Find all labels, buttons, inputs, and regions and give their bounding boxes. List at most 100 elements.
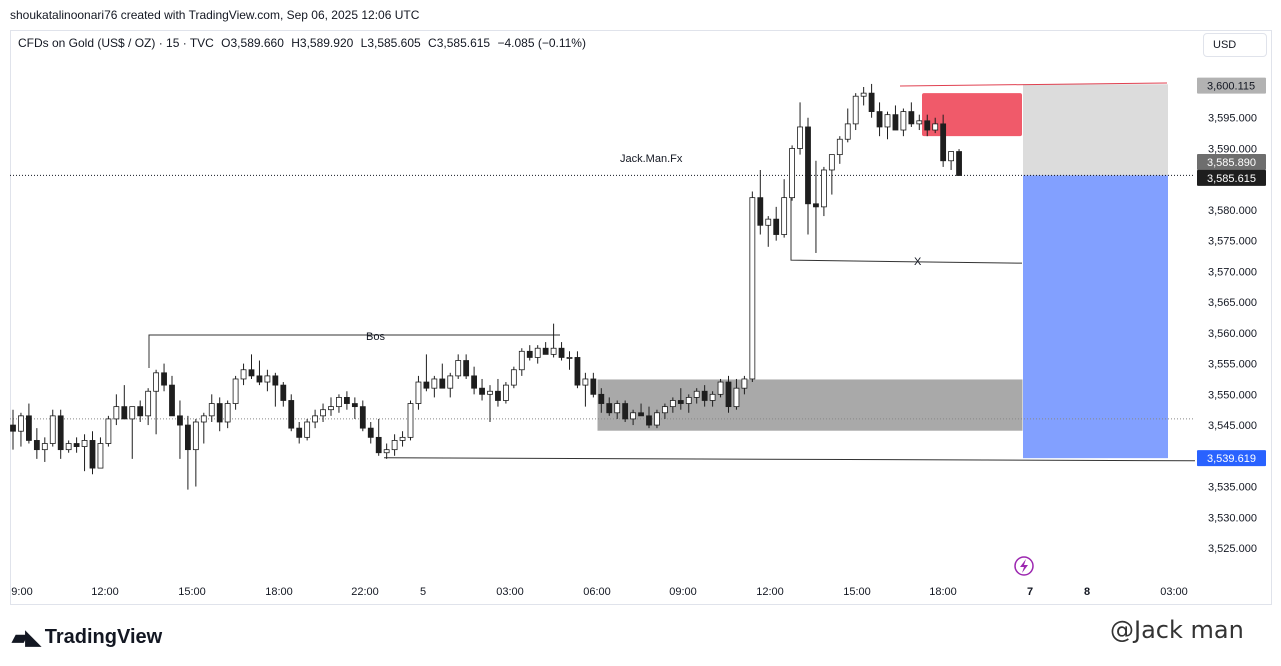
candle [256, 360, 263, 386]
tradingview-logo[interactable]: ▰◣ TradingView [12, 625, 162, 650]
x-tick-label: 06:00 [583, 586, 611, 598]
candle-body [89, 440, 96, 469]
candle-body [685, 397, 692, 404]
candle [638, 403, 644, 417]
candle-body [336, 397, 342, 408]
candle-body [693, 390, 700, 398]
candle-body [49, 415, 56, 444]
candle [288, 394, 295, 432]
candle-body [248, 369, 255, 377]
candle [646, 406, 652, 429]
candle [757, 169, 764, 235]
candle-body [574, 357, 581, 386]
candle-body [622, 403, 629, 420]
candle [542, 342, 549, 355]
candle [765, 216, 772, 247]
symbol-info-bar: CFDs on Gold (US$ / OZ) · 15 · TVC O3,58… [18, 36, 590, 50]
candle-body [677, 400, 684, 404]
high-value: H3,589.920 [291, 36, 354, 50]
candle-body [606, 403, 613, 414]
candle-body [654, 412, 660, 426]
candle [121, 385, 128, 420]
candle-body [797, 126, 803, 149]
candle-body [884, 114, 891, 128]
candle-body [121, 406, 128, 420]
candle-body [757, 197, 764, 226]
stop-price-badge: 3,539.619 [1197, 450, 1266, 467]
candle [566, 351, 573, 370]
target-price-badge-text: 3,600.115 [1207, 81, 1255, 93]
candle [892, 105, 899, 131]
low-line [383, 457, 1196, 462]
candle-body [502, 384, 509, 401]
candle [359, 400, 366, 432]
x-tick-label: 9:00 [11, 586, 32, 598]
candle-body [646, 415, 652, 426]
candle [948, 151, 954, 170]
candle [423, 354, 430, 392]
chart-attribution: shoukatalinoonari76 created with Trading… [10, 8, 420, 22]
candle [367, 421, 374, 444]
candle-body [33, 440, 40, 451]
candle-body [399, 436, 406, 441]
candle [828, 154, 835, 195]
candle-body [828, 154, 835, 171]
candle-body [113, 406, 120, 420]
candle [717, 378, 724, 398]
candle [97, 437, 104, 469]
candle [192, 418, 199, 487]
candle [153, 369, 160, 435]
candle-body [542, 347, 549, 355]
stop-price-badge-text: 3,539.619 [1207, 453, 1256, 465]
candle [590, 372, 597, 398]
candle [113, 394, 120, 426]
price-labels-layer: 3,600.115 3,585.890 3,585.615 3,539.619 [1197, 77, 1266, 467]
candle-body [868, 92, 875, 112]
y-tick-label: 3,525.000 [1208, 543, 1257, 555]
y-tick-label: 3,555.000 [1208, 359, 1257, 371]
candle [908, 102, 915, 127]
close-value: C3,585.615 [428, 36, 491, 50]
candle-body [105, 418, 112, 444]
candle [844, 108, 851, 143]
candle-body [741, 378, 748, 389]
candle-body [296, 427, 303, 438]
candle [57, 409, 64, 459]
candle [264, 369, 271, 392]
candle [431, 375, 438, 398]
candle [304, 418, 311, 441]
symbol-name[interactable]: CFDs on Gold (US$ / OZ) · 15 · TVC [18, 36, 214, 50]
candle-body [73, 443, 80, 447]
candle [447, 372, 454, 398]
current-price-badge: 3,585.615 [1197, 169, 1266, 186]
candle-body [669, 400, 676, 408]
candle [781, 179, 788, 238]
candle-body [423, 381, 430, 389]
candle-body [566, 357, 573, 359]
bos-line [148, 334, 560, 368]
lightning-icon[interactable] [1014, 556, 1034, 576]
candle-body [598, 393, 605, 404]
top-line [899, 82, 1168, 87]
candle [479, 378, 485, 401]
currency-button[interactable]: USD [1203, 33, 1267, 57]
candle-body [415, 381, 422, 404]
candle-body [264, 375, 271, 383]
candle [169, 375, 175, 417]
candle-body [582, 378, 589, 386]
candle [41, 437, 48, 462]
candle-body [407, 403, 414, 438]
candle [161, 363, 167, 392]
candle-body [701, 390, 708, 401]
candle [129, 406, 136, 459]
y-tick-label: 3,580.000 [1208, 205, 1257, 217]
candle-body [916, 120, 923, 125]
y-tick-label: 3,545.000 [1208, 420, 1257, 432]
candle [343, 391, 350, 410]
y-tick-label: 3,565.000 [1208, 297, 1257, 309]
x-tick-label: 03:00 [1160, 586, 1188, 598]
change-value: −4.085 (−0.11%) [497, 36, 586, 50]
candle-body [495, 390, 501, 401]
candle [550, 323, 557, 358]
